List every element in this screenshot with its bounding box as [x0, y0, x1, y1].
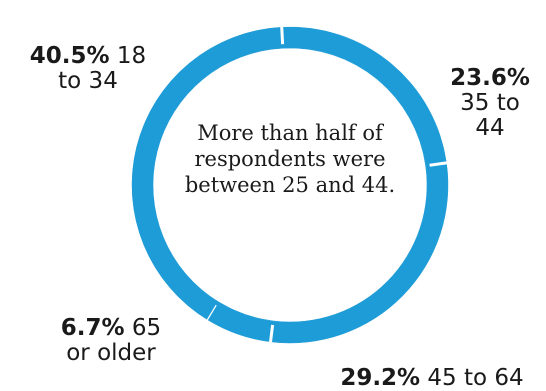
category-label: 65 or older	[66, 315, 162, 366]
slice-separator	[268, 324, 275, 343]
center-annotation: More than half of respondents were betwe…	[184, 121, 396, 197]
value-label: 23.6%	[450, 65, 530, 91]
label-65-or-older: 6.7% 65 or older	[46, 316, 176, 366]
value-label: 6.7%	[60, 315, 125, 341]
category-label: 18 to 34	[58, 43, 147, 94]
label-18-to-34: 40.5% 18 to 34	[18, 44, 158, 94]
value-label: 29.2%	[340, 365, 421, 391]
category-label: 35 to 44	[460, 90, 520, 141]
label-45-to-64: 29.2% 45 to 64	[318, 366, 546, 391]
slice-65-or-older	[207, 301, 274, 343]
slice-separator	[280, 26, 285, 45]
slice-separator	[429, 161, 448, 167]
label-35-to-44: 23.6% 35 to 44	[444, 66, 536, 141]
value-label: 40.5%	[29, 43, 110, 69]
category-label: 45 to 64	[427, 365, 524, 391]
